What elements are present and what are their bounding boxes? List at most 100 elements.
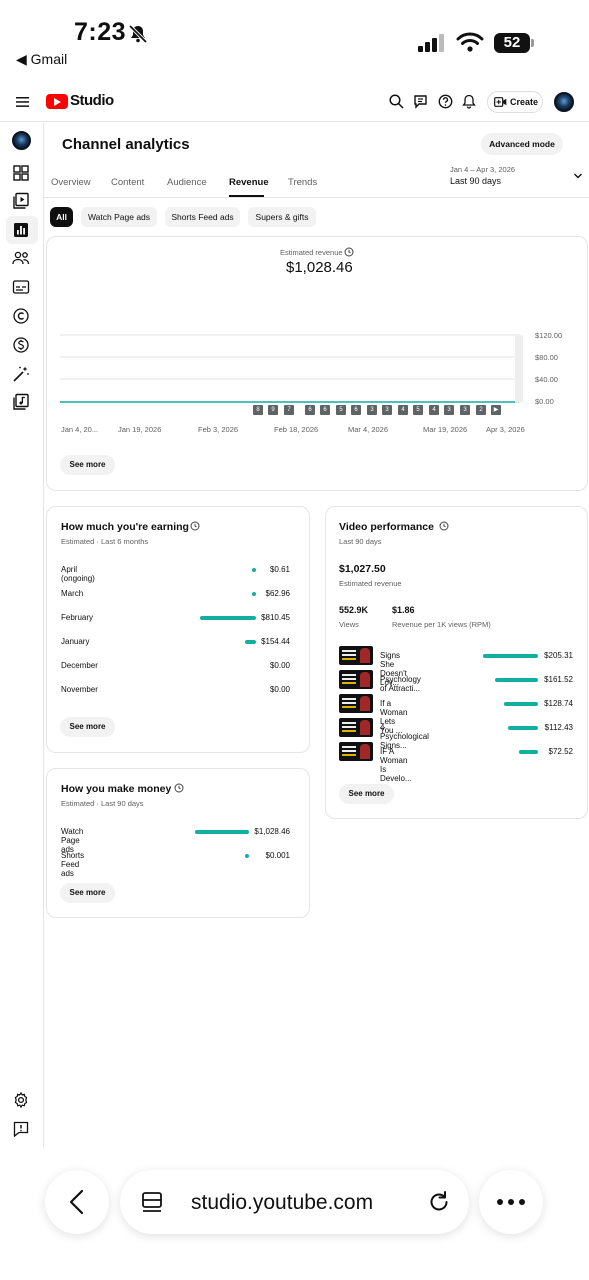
video-thumbnail[interactable]	[339, 670, 373, 689]
menu-icon[interactable]	[16, 96, 29, 108]
url-text[interactable]: studio.youtube.com	[191, 1191, 374, 1214]
estimated-revenue-total: $1,028.46	[286, 259, 353, 276]
video-title[interactable]: Signs She Doesn't Lov...	[380, 651, 407, 687]
tab-trends[interactable]: Trends	[288, 177, 318, 188]
studio-header	[0, 82, 589, 122]
sidebar-audio-library-icon[interactable]	[11, 392, 31, 412]
info-clock-icon[interactable]	[174, 783, 184, 793]
video-revenue-value: $205.31	[544, 651, 573, 660]
estimated-revenue-label: Estimated revenue	[280, 248, 343, 257]
video-estimated-revenue-label: Estimated revenue	[339, 579, 402, 588]
sidebar-content-icon[interactable]	[11, 191, 31, 211]
make-money-see-more-button[interactable]: See more	[60, 883, 115, 903]
earning-row-bar	[200, 616, 256, 620]
video-performance-see-more-button[interactable]: See more	[339, 784, 394, 804]
back-to-gmail[interactable]: ◀ Gmail	[16, 51, 68, 67]
page-tools-icon[interactable]	[140, 1190, 164, 1216]
feedback-comments-icon[interactable]	[413, 94, 429, 109]
upload-marker[interactable]: 3	[367, 405, 377, 415]
video-title[interactable]: 4 Psychological Signs...	[380, 723, 429, 750]
upload-marker[interactable]: 9	[268, 405, 278, 415]
advanced-mode-button[interactable]: Advanced mode	[481, 133, 563, 155]
create-label: Create	[510, 97, 539, 107]
create-button[interactable]: Create	[487, 91, 543, 113]
x-tick-label: Feb 3, 2026	[198, 425, 239, 434]
tab-audience[interactable]: Audience	[167, 177, 207, 188]
video-title[interactable]: Psychology of Attracti...	[380, 675, 421, 693]
tabs-divider	[44, 197, 589, 198]
money-row-label: Watch Page ads	[61, 827, 84, 854]
account-avatar[interactable]	[554, 92, 574, 112]
upload-marker[interactable]: 3	[444, 405, 454, 415]
info-clock-icon[interactable]	[439, 521, 449, 531]
chip-watch-page-ads[interactable]: Watch Page ads	[81, 207, 157, 227]
browser-address-bar[interactable]	[120, 1170, 469, 1234]
earning-row-value: $154.44	[261, 637, 290, 646]
chip-shorts-feed-ads[interactable]: Shorts Feed ads	[165, 207, 240, 227]
youtube-logo-icon[interactable]	[46, 94, 68, 109]
search-icon[interactable]	[389, 94, 404, 109]
info-clock-icon[interactable]	[344, 247, 354, 257]
upload-marker[interactable]: 3	[460, 405, 470, 415]
x-tick-label: Jan 4, 20...	[61, 425, 99, 434]
upload-marker[interactable]: 8	[253, 405, 263, 415]
chip-all[interactable]: All	[50, 207, 73, 227]
reload-icon[interactable]	[426, 1189, 452, 1215]
browser-more-button[interactable]	[479, 1170, 543, 1234]
sidebar-settings-gear-icon[interactable]	[11, 1090, 31, 1110]
sidebar-earn-icon[interactable]	[11, 335, 31, 355]
info-clock-icon[interactable]	[190, 521, 200, 531]
revenue-area-chart[interactable]	[60, 330, 526, 406]
chart-today-band	[515, 335, 523, 402]
upload-marker[interactable]: 3	[382, 405, 392, 415]
studio-logo-text[interactable]: Studio	[70, 92, 114, 109]
sidebar-send-feedback-icon[interactable]	[11, 1119, 31, 1139]
money-row-value: $1,028.46	[254, 827, 290, 836]
video-thumbnail[interactable]	[339, 646, 373, 665]
channel-avatar[interactable]	[12, 131, 31, 150]
browser-back-button[interactable]	[45, 1170, 109, 1234]
sidebar-customization-wand-icon[interactable]	[11, 364, 31, 384]
video-title[interactable]: IF A Woman Is Develo...	[380, 747, 412, 783]
video-thumbnail[interactable]	[339, 742, 373, 761]
video-revenue-value: $161.52	[544, 675, 573, 684]
tab-revenue[interactable]: Revenue	[229, 177, 269, 188]
upload-marker[interactable]: 6	[320, 405, 330, 415]
upload-marker[interactable]: 5	[413, 405, 423, 415]
notifications-bell-icon[interactable]	[462, 94, 476, 109]
upload-marker[interactable]: 4	[398, 405, 408, 415]
video-thumbnail[interactable]	[339, 694, 373, 713]
revenue-see-more-button[interactable]: See more	[60, 455, 115, 475]
chevron-down-icon[interactable]	[573, 172, 583, 180]
video-revenue-bar	[503, 702, 538, 706]
upload-marker[interactable]: 2	[476, 405, 486, 415]
chip-supers-gifts[interactable]: Supers & gifts	[248, 207, 316, 227]
date-range-label[interactable]: Last 90 days	[450, 176, 502, 186]
earning-row-bar	[251, 592, 256, 596]
sidebar	[0, 122, 44, 1147]
help-icon[interactable]	[438, 94, 453, 109]
upload-marker[interactable]: 6	[351, 405, 361, 415]
sidebar-subtitles-icon[interactable]	[11, 277, 31, 297]
video-revenue-bar	[494, 678, 538, 682]
sidebar-copyright-icon[interactable]	[11, 306, 31, 326]
upload-marker[interactable]: ▶	[491, 405, 501, 415]
date-range-dates[interactable]: Jan 4 – Apr 3, 2026	[450, 165, 516, 174]
upload-marker[interactable]: 7	[284, 405, 294, 415]
upload-marker[interactable]: 5	[336, 405, 346, 415]
tab-content[interactable]: Content	[111, 177, 145, 188]
earning-row-label: March	[61, 589, 84, 598]
upload-marker[interactable]: 6	[305, 405, 315, 415]
earning-see-more-button[interactable]: See more	[60, 717, 115, 737]
video-estimated-revenue: $1,027.50	[339, 563, 386, 575]
video-views-value: 552.9K	[339, 605, 369, 615]
video-views-label: Views	[339, 620, 359, 629]
sidebar-dashboard-icon[interactable]	[11, 163, 31, 183]
tab-overview[interactable]: Overview	[51, 177, 91, 188]
upload-marker[interactable]: 4	[429, 405, 439, 415]
sidebar-community-icon[interactable]	[11, 248, 31, 268]
sidebar-analytics-icon[interactable]	[11, 220, 31, 240]
battery-indicator: 52	[494, 33, 534, 53]
video-title[interactable]: If a Woman Lets You ...	[380, 699, 408, 735]
video-thumbnail[interactable]	[339, 718, 373, 737]
